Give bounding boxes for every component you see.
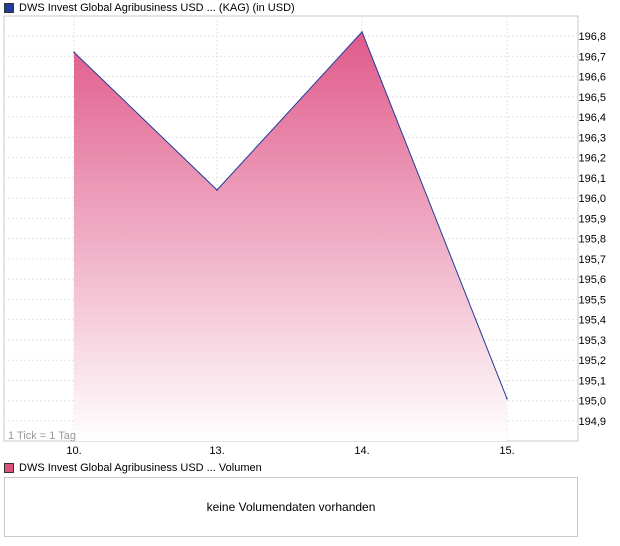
volume-legend-swatch <box>4 463 14 473</box>
y-tick-label: 196,1 <box>578 173 606 185</box>
x-tick-label: 15. <box>499 445 514 457</box>
price-legend: DWS Invest Global Agribusiness USD ... (… <box>4 1 295 15</box>
y-tick-label: 196,7 <box>578 51 606 63</box>
y-tick-label: 196,4 <box>578 112 606 124</box>
x-tick-label: 14. <box>354 445 369 457</box>
data-point <box>73 51 75 54</box>
y-tick-label: 196,8 <box>578 31 606 43</box>
data-point <box>506 397 508 400</box>
x-tick-label: 10. <box>66 445 81 457</box>
volume-legend: DWS Invest Global Agribusiness USD ... V… <box>4 461 262 475</box>
y-tick-label: 195,2 <box>578 355 606 367</box>
y-tick-label: 195,6 <box>578 274 606 286</box>
volume-panel: keine Volumendaten vorhanden <box>4 477 578 537</box>
y-tick-label: 195,0 <box>578 396 606 408</box>
y-axis: 196,8 196,7 196,6 196,5 196,4 196,3 196,2 196,1… <box>578 31 606 428</box>
y-tick-label: 195,3 <box>578 335 606 347</box>
data-point <box>361 31 363 33</box>
x-axis: 10. 13. 14. 15. <box>66 445 514 457</box>
y-tick-label: 195,5 <box>578 294 606 306</box>
price-chart: 196,8 196,7 196,6 196,5 196,4 196,3 196,2 196,1… <box>3 15 606 457</box>
y-tick-label: 196,0 <box>578 193 606 205</box>
data-point <box>216 189 218 191</box>
no-volume-message: keine Volumendaten vorhanden <box>206 500 376 514</box>
price-line <box>73 31 508 399</box>
area-series <box>73 31 508 442</box>
y-tick-label: 195,1 <box>578 375 606 387</box>
price-legend-label: DWS Invest Global Agribusiness USD ... (… <box>19 2 295 14</box>
y-tick-label: 196,5 <box>578 92 606 104</box>
y-tick-label: 195,7 <box>578 254 606 266</box>
y-tick-label: 195,9 <box>578 213 606 225</box>
y-tick-label: 196,6 <box>578 72 606 84</box>
y-tick-label: 196,3 <box>578 132 606 144</box>
volume-legend-label: DWS Invest Global Agribusiness USD ... V… <box>19 462 262 474</box>
tick-note: 1 Tick = 1 Tag <box>8 430 76 442</box>
y-tick-label: 196,2 <box>578 153 606 165</box>
y-tick-label: 195,4 <box>578 315 606 327</box>
price-legend-swatch <box>4 3 14 13</box>
y-tick-label: 195,8 <box>578 234 606 246</box>
area-fill <box>74 31 507 442</box>
y-tick-label: 194,9 <box>578 416 606 428</box>
x-tick-label: 13. <box>209 445 224 457</box>
